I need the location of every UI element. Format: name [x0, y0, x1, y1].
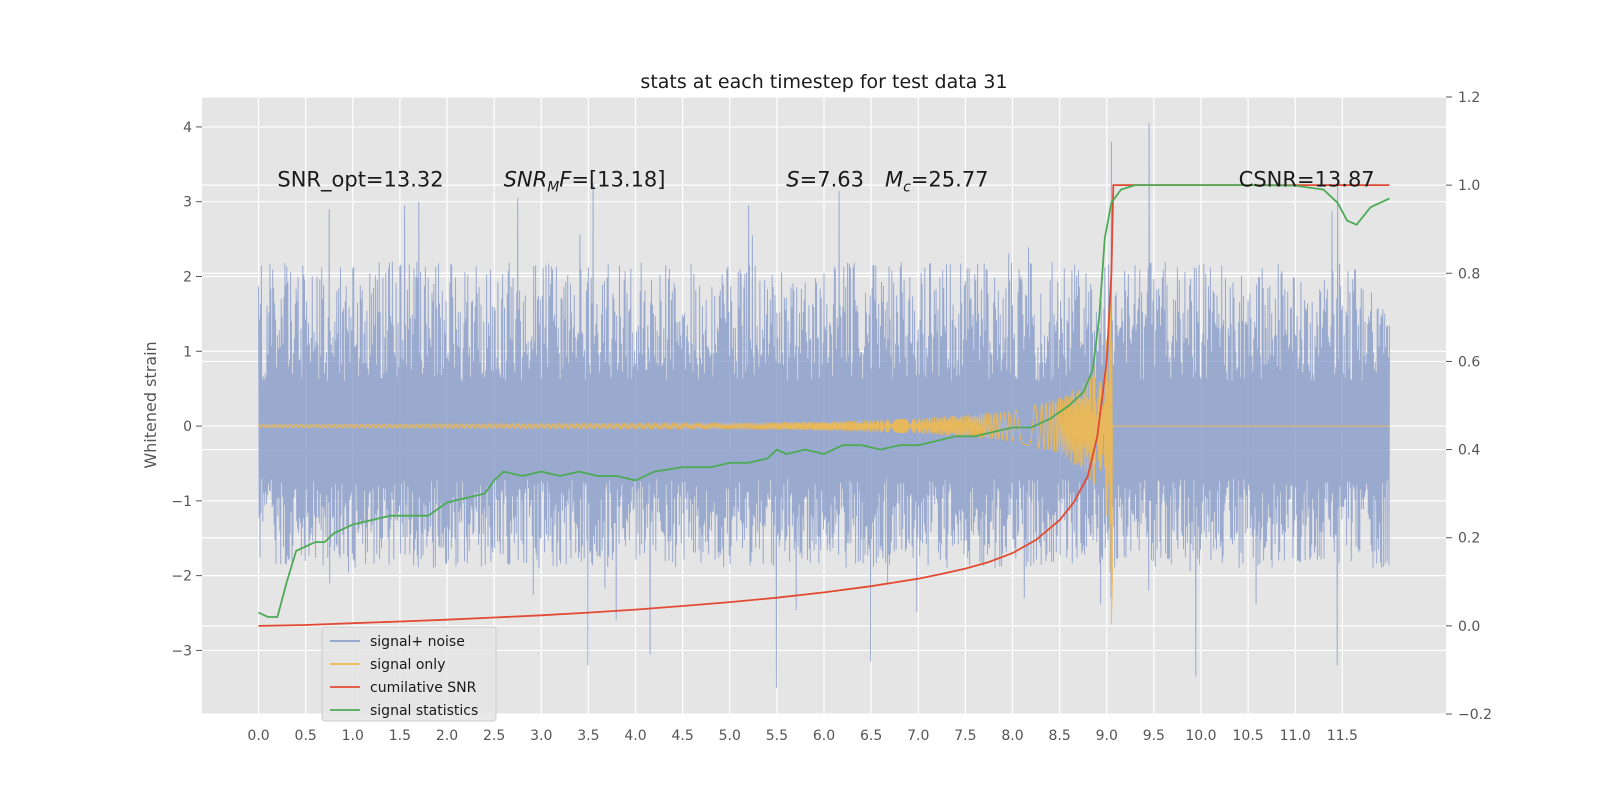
y-tick-label: 4	[183, 120, 192, 136]
x-tick-label: 10.0	[1185, 728, 1216, 744]
x-tick-label: 6.0	[813, 728, 835, 744]
snr-opt-annotation: SNR_opt=13.32	[277, 168, 443, 193]
x-tick-label: 0.0	[247, 728, 269, 744]
legend-label: signal statistics	[370, 703, 478, 719]
snr-mf-annotation: SNRMF=[13.18]	[504, 168, 666, 196]
x-tick-label: 7.5	[954, 728, 976, 744]
legend: signal+ noise signal only cumilative SNR si…	[321, 626, 497, 722]
cumulative-snr-series	[258, 184, 1390, 627]
y2-tick-label: 0.2	[1458, 531, 1480, 547]
signal-plus-noise-line	[258, 123, 1390, 688]
x-tick-label: 10.5	[1233, 728, 1264, 744]
x-tick-label: 4.5	[672, 728, 694, 744]
y-tick-label: −2	[171, 569, 192, 585]
x-tick-label: 7.0	[907, 728, 929, 744]
y-tick-label: 0	[183, 419, 192, 435]
y2-tick-label: 0.0	[1458, 619, 1480, 635]
annotations: SNR_opt=13.32 SNRMF=[13.18] S=7.63 Mc=25.7…	[277, 168, 1374, 196]
legend-label: cumilative SNR	[370, 680, 477, 696]
x-tick-label: 8.5	[1048, 728, 1070, 744]
s-mc-annotation: S=7.63 Mc=25.77	[786, 168, 988, 196]
y2-tick-label: 1.0	[1458, 178, 1480, 194]
y-tick-label: 3	[183, 195, 192, 211]
x-tick-label: 5.0	[719, 728, 741, 744]
x-tick-label: 11.5	[1327, 728, 1358, 744]
y2-tick-label: −0.2	[1458, 707, 1492, 723]
y-tick-label: −3	[171, 643, 192, 659]
x-axis-ticks: 0.0 0.5 1.0 1.5 2.0 2.5 3.0 3.5 4.0 4.5 5.0 5.5 6.0 6…	[247, 728, 1358, 744]
legend-label: signal+ noise	[370, 634, 465, 650]
y-tick-label: 1	[183, 344, 192, 360]
csnr-annotation: CSNR=13.87	[1239, 168, 1375, 192]
x-tick-label: 3.0	[530, 728, 552, 744]
y2-tick-label: 0.6	[1458, 354, 1480, 370]
x-tick-label: 3.5	[577, 728, 599, 744]
y2-tick-label: 1.2	[1458, 90, 1480, 106]
legend-label: signal only	[370, 657, 445, 673]
signal-statistics-series	[258, 184, 1390, 618]
signal-plus-noise-series	[258, 123, 1390, 688]
signal-only-series	[258, 281, 1390, 625]
x-tick-label: 1.0	[342, 728, 364, 744]
chart-title: stats at each timestep for test data 31	[640, 71, 1007, 93]
x-tick-label: 2.0	[436, 728, 458, 744]
y-tick-label: 2	[183, 269, 192, 285]
x-tick-label: 5.5	[766, 728, 788, 744]
x-tick-label: 4.0	[624, 728, 646, 744]
y2-tick-label: 0.4	[1458, 443, 1480, 459]
signal-statistics-line	[258, 184, 1390, 618]
signal-only-line	[258, 281, 1390, 625]
y-axis-label: Whitened strain	[141, 341, 160, 468]
y-tick-label: −1	[171, 494, 192, 510]
x-tick-label: 0.5	[295, 728, 317, 744]
x-tick-label: 1.5	[389, 728, 411, 744]
y-axis-ticks: −3 −2 −1 0 1 2 3 4	[171, 120, 202, 659]
x-tick-label: 8.0	[1001, 728, 1023, 744]
right-y-axis-ticks: −0.2 0.0 0.2 0.4 0.6 0.8 1.0 1.2	[1446, 90, 1492, 723]
x-tick-label: 6.5	[860, 728, 882, 744]
x-tick-label: 9.5	[1143, 728, 1165, 744]
x-tick-label: 2.5	[483, 728, 505, 744]
y2-tick-label: 0.8	[1458, 266, 1480, 282]
x-tick-label: 9.0	[1096, 728, 1118, 744]
x-tick-label: 11.0	[1280, 728, 1311, 744]
cumulative-snr-line	[258, 184, 1390, 627]
legend-box	[321, 626, 497, 722]
